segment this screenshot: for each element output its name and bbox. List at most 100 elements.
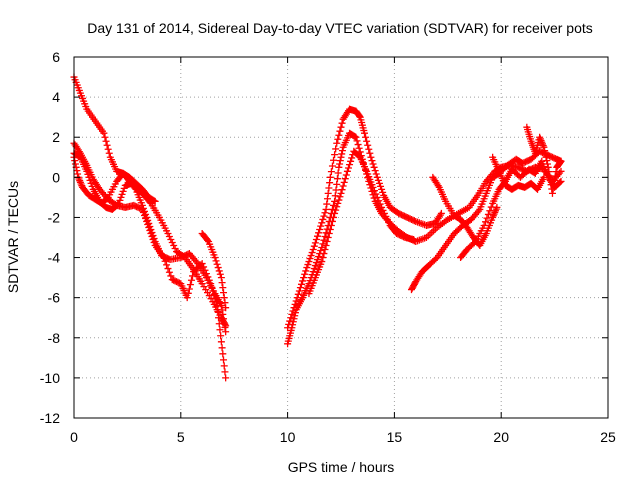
data-point: [333, 139, 341, 147]
data-point: [83, 167, 91, 175]
data-point: [207, 280, 215, 288]
data-point: [103, 141, 111, 149]
data-point: [293, 294, 301, 302]
data-point: [222, 374, 230, 382]
data-point: [363, 137, 371, 145]
data-point: [220, 294, 228, 302]
data-point: [322, 205, 330, 213]
data-point: [548, 189, 556, 197]
data-point: [310, 242, 318, 250]
data-point: [380, 209, 388, 217]
data-point: [353, 137, 361, 145]
data-point: [325, 184, 333, 192]
data-point: [362, 133, 370, 141]
data-point: [346, 161, 354, 169]
data-point: [326, 179, 334, 187]
data-point: [189, 272, 197, 280]
data-point: [309, 268, 317, 276]
data-point: [372, 170, 380, 178]
data-point: [378, 185, 386, 193]
data-point: [356, 112, 364, 120]
data-point: [335, 196, 343, 204]
data-point: [192, 258, 200, 266]
data-point: [332, 145, 340, 153]
data-point: [71, 157, 79, 165]
data-point: [492, 205, 500, 213]
series-track-b: [70, 139, 230, 382]
data-point: [314, 232, 322, 240]
data-point: [324, 189, 332, 197]
data-point: [330, 156, 338, 164]
y-tick-label: -10: [40, 370, 60, 386]
data-point: [115, 199, 123, 207]
data-point: [307, 252, 315, 260]
data-point: [119, 187, 127, 195]
data-point: [330, 213, 338, 221]
data-point: [323, 195, 331, 203]
data-point: [339, 182, 347, 190]
data-point: [370, 187, 378, 195]
data-point: [483, 214, 491, 222]
data-point: [167, 236, 175, 244]
data-point: [285, 320, 293, 328]
data-point: [148, 232, 156, 240]
data-point: [434, 182, 442, 190]
data-point: [202, 270, 210, 278]
data-point: [334, 135, 342, 143]
data-point: [379, 188, 387, 196]
data-point: [410, 236, 418, 244]
data-point: [364, 141, 372, 149]
data-point: [552, 168, 560, 176]
data-point: [371, 167, 379, 175]
data-point: [338, 147, 346, 155]
data-point: [354, 141, 362, 149]
data-point: [375, 179, 383, 187]
series-track-e: [198, 229, 230, 312]
data-point: [76, 178, 84, 186]
data-point: [382, 212, 390, 220]
data-point: [220, 362, 228, 370]
data-point: [294, 290, 302, 298]
data-point: [217, 338, 225, 346]
data-point: [216, 326, 224, 334]
data-point: [198, 260, 206, 268]
data-point: [150, 239, 158, 247]
data-point: [410, 217, 418, 225]
data-point: [385, 218, 393, 226]
data-point: [200, 263, 208, 271]
y-tick-label: -4: [48, 250, 61, 266]
x-tick-label: 20: [493, 429, 509, 445]
data-point: [221, 320, 229, 328]
data-point: [205, 276, 213, 284]
data-point: [222, 304, 230, 312]
data-point: [360, 129, 368, 137]
data-point: [320, 236, 328, 244]
data-point: [328, 217, 336, 225]
data-point: [334, 199, 342, 207]
data-point: [321, 209, 329, 217]
data-point: [336, 127, 344, 135]
data-point: [374, 176, 382, 184]
y-tick-label: -6: [48, 290, 61, 306]
y-tick-label: 4: [52, 89, 60, 105]
data-point: [328, 205, 336, 213]
data-point: [183, 294, 191, 302]
data-point: [201, 266, 209, 274]
data-point: [220, 289, 228, 297]
data-point: [341, 175, 349, 183]
data-point: [310, 265, 318, 273]
data-point: [168, 239, 176, 247]
data-point: [100, 129, 108, 137]
plot-frame: [73, 56, 609, 419]
data-point: [491, 208, 499, 216]
data-point: [74, 170, 82, 178]
data-point: [545, 168, 553, 176]
data-point: [489, 212, 497, 220]
data-point: [347, 157, 355, 165]
data-point: [337, 153, 345, 161]
data-point: [311, 262, 319, 270]
series-track-d: [70, 153, 159, 207]
data-point: [151, 197, 159, 205]
data-point: [170, 242, 178, 250]
data-point: [336, 157, 344, 165]
